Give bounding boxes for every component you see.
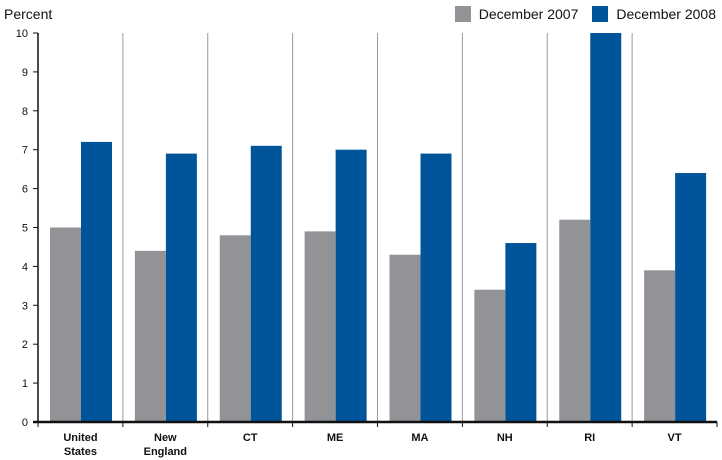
legend-item-dec-2007: December 2007 <box>454 6 579 22</box>
category-label: NH <box>497 432 513 444</box>
y-tick-label: 1 <box>22 378 28 390</box>
legend-item-dec-2008: December 2008 <box>592 6 716 22</box>
bar-dec-2007 <box>644 270 676 422</box>
y-tick-label: 0 <box>22 417 28 429</box>
bar-dec-2007 <box>50 227 81 422</box>
y-tick-label: 2 <box>22 339 28 351</box>
category-label: CT <box>243 432 258 444</box>
bar-dec-2008 <box>165 153 197 422</box>
bar-dec-2008 <box>590 33 622 422</box>
category-label: New England <box>144 432 187 458</box>
bar-dec-2007 <box>134 250 166 422</box>
y-tick-label: 10 <box>16 28 28 40</box>
legend: December 2007 December 2008 <box>441 6 716 22</box>
bar-dec-2007 <box>559 219 591 422</box>
legend-swatch-dec-2008 <box>592 6 609 22</box>
bar-dec-2008 <box>675 173 707 422</box>
legend-label-dec-2007: December 2007 <box>478 6 579 22</box>
bar-dec-2007 <box>304 231 336 422</box>
category-label: MA <box>411 432 428 444</box>
bar-dec-2007 <box>219 235 251 422</box>
bar-dec-2007 <box>389 254 421 422</box>
legend-label-dec-2008: December 2008 <box>616 6 716 22</box>
bar-dec-2008 <box>250 145 282 422</box>
y-tick-label: 3 <box>22 300 28 312</box>
y-axis-title: Percent <box>4 6 53 22</box>
bar-dec-2007 <box>474 289 506 422</box>
y-tick-label: 7 <box>22 145 28 157</box>
category-label: RI <box>584 432 595 444</box>
category-label: United States <box>63 432 97 458</box>
y-tick-label: 4 <box>22 261 28 273</box>
category-label: VT <box>668 432 682 444</box>
bar-dec-2008 <box>81 141 112 423</box>
bar-dec-2008 <box>420 153 452 422</box>
bar-dec-2008 <box>335 149 367 422</box>
category-label: ME <box>327 432 344 444</box>
y-tick-label: 5 <box>22 223 28 235</box>
bar-dec-2008 <box>505 243 537 422</box>
legend-swatch-dec-2007 <box>454 6 471 22</box>
y-tick-label: 8 <box>22 106 28 118</box>
y-tick-label: 6 <box>22 184 28 196</box>
y-tick-label: 9 <box>22 67 28 79</box>
